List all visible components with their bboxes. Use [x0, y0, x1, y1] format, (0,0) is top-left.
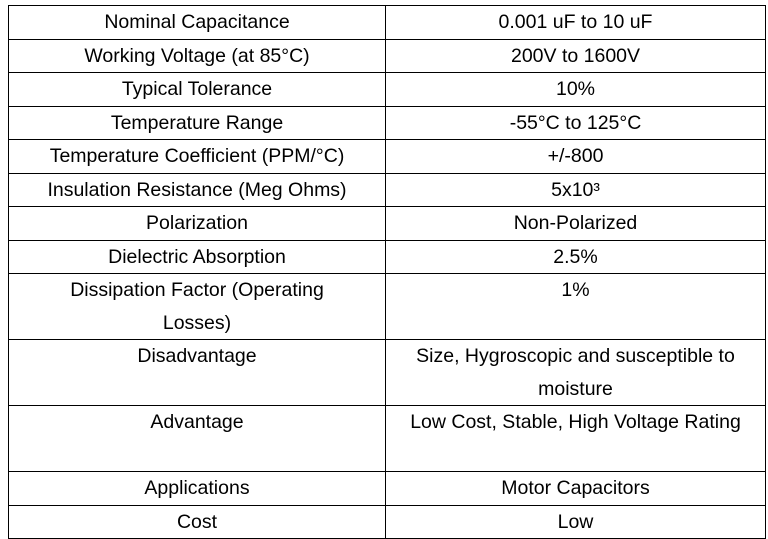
- table-row: Dissipation Factor (Operating Losses) 1%: [8, 273, 766, 340]
- value-cell: -55°C to 125°C: [385, 105, 766, 140]
- property-cell: Cost: [8, 504, 386, 539]
- value-cell: 5x10³: [385, 172, 766, 207]
- property-cell: Disadvantage: [8, 339, 386, 406]
- value-cell: Non-Polarized: [385, 206, 766, 241]
- value-cell: Motor Capacitors: [385, 471, 766, 506]
- value-cell: +/-800: [385, 139, 766, 174]
- value-cell: Low: [385, 504, 766, 539]
- table-row: Temperature Coefficient (PPM/°C) +/-800: [8, 139, 766, 174]
- property-cell: Insulation Resistance (Meg Ohms): [8, 172, 386, 207]
- value-cell: 200V to 1600V: [385, 38, 766, 73]
- property-cell: Temperature Range: [8, 105, 386, 140]
- table-row: Working Voltage (at 85°C) 200V to 1600V: [8, 38, 766, 73]
- table-row: Disadvantage Size, Hygroscopic and suscep…: [8, 339, 766, 406]
- value-cell: 0.001 uF to 10 uF: [385, 5, 766, 40]
- table-row: Insulation Resistance (Meg Ohms) 5x10³: [8, 172, 766, 207]
- property-cell: Dielectric Absorption: [8, 239, 386, 274]
- property-cell: Advantage: [8, 405, 386, 472]
- property-cell: Nominal Capacitance: [8, 5, 386, 40]
- value-cell: Size, Hygroscopic and susceptible to moi…: [385, 339, 766, 406]
- value-cell: Low Cost, Stable, High Voltage Rating: [385, 405, 766, 472]
- value-cell: 10%: [385, 72, 766, 107]
- property-cell: Dissipation Factor (Operating Losses): [8, 273, 386, 340]
- table-row: Typical Tolerance 10%: [8, 72, 766, 107]
- table-row: Cost Low: [8, 504, 766, 539]
- table-row: Nominal Capacitance 0.001 uF to 10 uF: [8, 5, 766, 40]
- spec-table: Nominal Capacitance 0.001 uF to 10 uF Work…: [8, 5, 766, 539]
- table-row: Applications Motor Capacitors: [8, 471, 766, 506]
- property-cell: Temperature Coefficient (PPM/°C): [8, 139, 386, 174]
- value-cell: 2.5%: [385, 239, 766, 274]
- table-row: Polarization Non-Polarized: [8, 206, 766, 241]
- property-cell: Applications: [8, 471, 386, 506]
- value-cell: 1%: [385, 273, 766, 340]
- table-row: Temperature Range -55°C to 125°C: [8, 105, 766, 140]
- property-cell: Polarization: [8, 206, 386, 241]
- table-row: Advantage Low Cost, Stable, High Voltage …: [8, 405, 766, 472]
- property-cell: Working Voltage (at 85°C): [8, 38, 386, 73]
- table-row: Dielectric Absorption 2.5%: [8, 239, 766, 274]
- property-cell: Typical Tolerance: [8, 72, 386, 107]
